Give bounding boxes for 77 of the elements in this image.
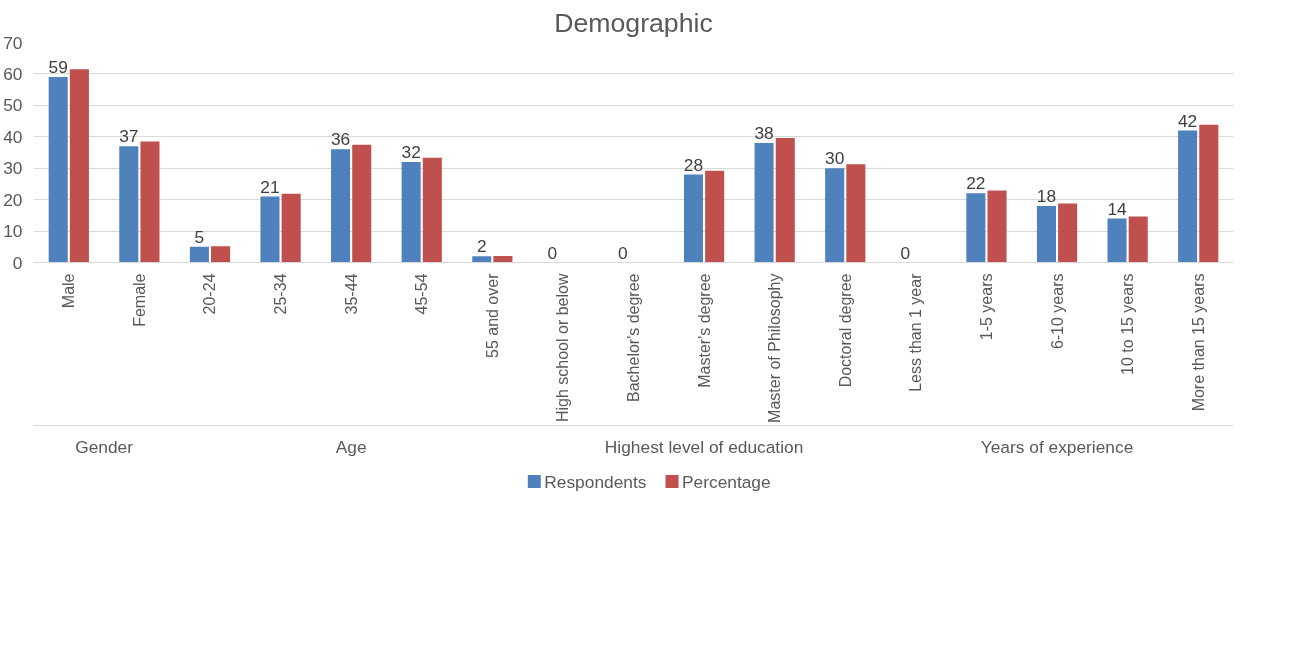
data-label: 5 xyxy=(194,226,205,247)
text: Highest level of education xyxy=(604,436,804,457)
data-label: 18 xyxy=(1036,185,1057,206)
y-tick-label: 20 xyxy=(3,189,23,210)
data-label: 32 xyxy=(401,141,421,162)
data-label: 0 xyxy=(618,242,628,263)
bar xyxy=(493,255,513,263)
x-tick-label: 55 and over xyxy=(483,272,501,359)
x-tick-label: 10 to 15 years xyxy=(1119,273,1137,375)
bar xyxy=(401,161,421,263)
text: Age xyxy=(335,436,367,457)
x-tick-label: More than 15 years xyxy=(1189,273,1207,412)
x-tick-label: 25-34 xyxy=(272,273,290,315)
bar xyxy=(352,144,372,263)
bar xyxy=(705,170,725,263)
bar xyxy=(331,149,351,263)
y-tick-label: 60 xyxy=(3,63,23,84)
legend-label: Percentage xyxy=(682,471,771,492)
x-tick-label: 6-10 years xyxy=(1048,273,1066,350)
text: Gender xyxy=(75,436,134,457)
bar xyxy=(1036,205,1056,263)
x-tick-label: Less than 1 year xyxy=(907,272,925,392)
y-tick-label: 30 xyxy=(3,158,23,179)
bar xyxy=(48,77,68,263)
data-label: 36 xyxy=(330,129,351,150)
bar xyxy=(281,193,301,263)
bar xyxy=(1128,216,1148,263)
data-label: 21 xyxy=(260,176,280,197)
bar xyxy=(1058,203,1078,263)
bar xyxy=(119,146,139,263)
chart-title: Demographic xyxy=(554,7,713,38)
x-tick-label: Male xyxy=(60,273,78,309)
data-label: 38 xyxy=(754,123,774,144)
bar xyxy=(1178,130,1198,263)
x-tick-label: 45-54 xyxy=(413,273,431,315)
text: Years of experience xyxy=(980,436,1134,457)
data-label: 0 xyxy=(547,242,558,263)
bar xyxy=(1107,218,1127,263)
bar xyxy=(846,164,866,263)
x-tick-label: 20-24 xyxy=(201,273,219,315)
y-tick-label: 40 xyxy=(3,126,23,147)
bar xyxy=(987,190,1007,263)
data-label: 14 xyxy=(1107,198,1128,219)
data-label: 42 xyxy=(1177,110,1198,131)
bar xyxy=(775,138,795,263)
bar xyxy=(260,196,280,263)
data-label: 30 xyxy=(825,148,845,169)
x-tick-label: Master of Philosophy xyxy=(766,273,784,423)
x-tick-label: Master's degree xyxy=(695,273,713,388)
bar xyxy=(472,256,492,263)
data-label: 0 xyxy=(900,242,911,263)
data-label: 28 xyxy=(683,154,704,175)
x-tick-label: Female xyxy=(130,273,148,327)
y-tick-label: 0 xyxy=(12,252,23,273)
bar xyxy=(422,157,442,263)
bar xyxy=(825,168,845,263)
bar xyxy=(966,193,986,263)
bar xyxy=(683,174,704,263)
bar xyxy=(189,246,209,263)
y-tick-label: 50 xyxy=(3,95,23,116)
bar xyxy=(1199,124,1219,263)
bar xyxy=(754,143,774,263)
x-tick-label: Bachelor's degree xyxy=(625,273,642,402)
x-tick-label: High school or below xyxy=(554,273,572,423)
x-tick-label: Doctoral degree xyxy=(836,273,854,388)
x-tick-label: 35-44 xyxy=(342,273,360,315)
x-tick-label: 1-5 years xyxy=(977,273,995,341)
data-label: 22 xyxy=(966,173,986,194)
bar xyxy=(69,69,89,263)
bar xyxy=(140,141,160,263)
y-tick-label: 10 xyxy=(3,221,23,242)
data-label: 59 xyxy=(48,57,68,78)
legend-label: Respondents xyxy=(544,471,647,492)
data-label: 37 xyxy=(119,126,139,147)
data-label: 2 xyxy=(476,236,487,257)
y-tick-label: 70 xyxy=(3,32,23,53)
bar xyxy=(211,246,231,263)
